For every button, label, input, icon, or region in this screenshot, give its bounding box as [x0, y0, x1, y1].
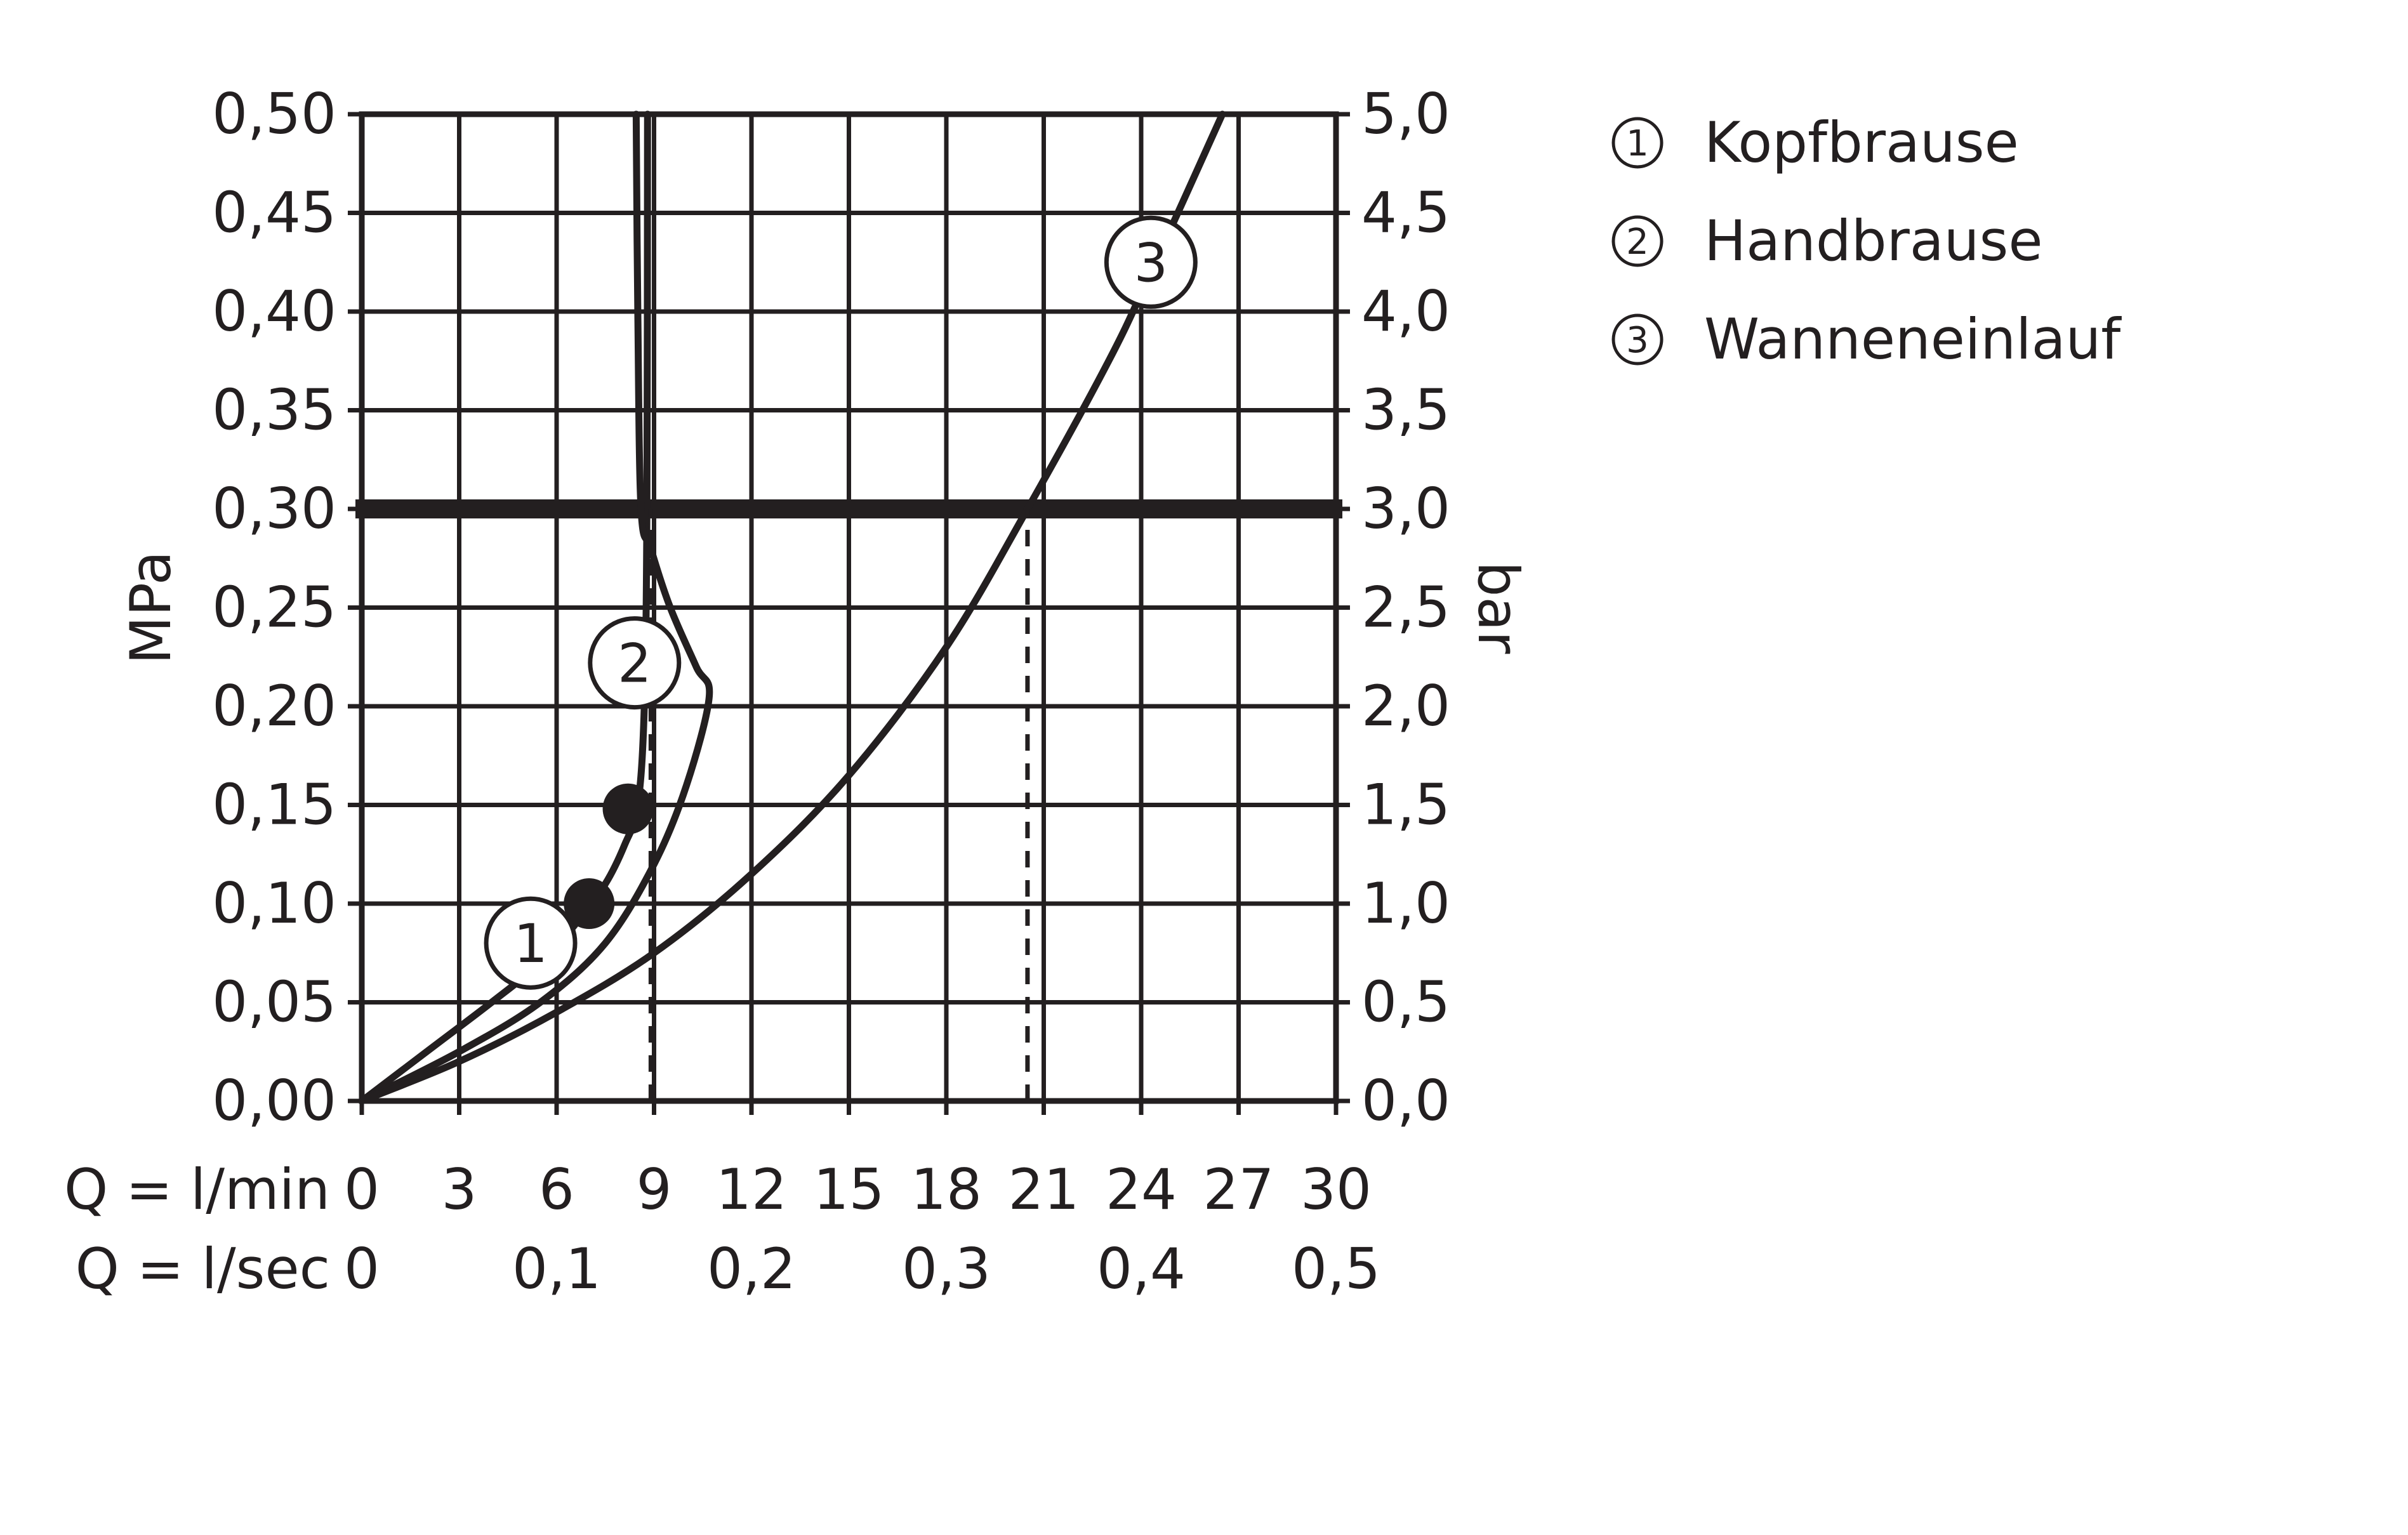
y-right-tick-label: 3,5 [1361, 378, 1450, 443]
curve-label-circle-2 [588, 616, 682, 710]
y-right-tick-label: 5,0 [1361, 81, 1450, 147]
legend-marker-number-2: 2 [1626, 221, 1649, 263]
x-secondary-tick-label: 0,2 [707, 1236, 796, 1301]
tick-labels: 0,000,050,100,150,200,250,300,350,400,45… [64, 81, 1531, 1301]
y-left-axis-title: MPa [118, 551, 183, 664]
y-right-tick-label: 1,5 [1361, 772, 1450, 838]
curve-label-circle-3 [1104, 215, 1198, 309]
legend-label-2: Handbrause [1704, 208, 2042, 273]
y-right-tick-label: 2,5 [1361, 575, 1450, 640]
y-left-tick-label: 0,05 [212, 970, 336, 1035]
y-right-tick-label: 4,5 [1361, 180, 1450, 246]
y-left-tick-label: 0,00 [212, 1068, 336, 1133]
filled-marker [564, 878, 615, 929]
legend-marker-2 [1611, 215, 1664, 267]
x-primary-tick-label: 24 [1106, 1157, 1177, 1222]
y-left-tick-label: 0,25 [212, 575, 336, 640]
curves [358, 110, 1226, 1105]
x-primary-tick-label: 6 [539, 1157, 574, 1222]
legend: 1 Kopfbrause 2 Handbrause 3 Wanneneinlauf [1611, 110, 2122, 372]
axes [348, 111, 1350, 1115]
y-right-tick-label: 0,5 [1361, 970, 1450, 1035]
y-right-tick-label: 0,0 [1361, 1068, 1450, 1133]
legend-marker-1 [1611, 117, 1664, 169]
y-right-tick-label: 1,0 [1361, 871, 1450, 936]
x-secondary-tick-label: 0,1 [512, 1236, 601, 1301]
x-primary-tick-label: 27 [1203, 1157, 1274, 1222]
y-right-tick-label: 2,0 [1361, 673, 1450, 739]
x-secondary-tick-label: 0 [344, 1236, 380, 1301]
legend-marker-3 [1611, 313, 1664, 366]
y-right-tick-label: 3,0 [1361, 476, 1450, 541]
curve-labels: 1 2 3 [484, 215, 1198, 990]
series-line-2 [358, 110, 713, 1105]
curve-label-3: 3 [1134, 232, 1168, 294]
x-secondary-axis-title: Q = l/sec [76, 1236, 330, 1301]
y-left-tick-label: 0,35 [212, 378, 336, 443]
curve-label-2: 2 [618, 633, 651, 695]
y-left-tick-label: 0,45 [212, 180, 336, 246]
y-left-tick-label: 0,10 [212, 871, 336, 936]
curve-label-1: 1 [513, 912, 547, 975]
x-primary-tick-label: 9 [637, 1157, 672, 1222]
y-right-tick-label: 4,0 [1361, 279, 1450, 344]
legend-label-1: Kopfbrause [1704, 110, 2019, 175]
filled-markers [564, 783, 654, 929]
series-line-3 [358, 110, 1226, 1105]
x-primary-axis-title: Q = l/min [64, 1157, 330, 1222]
y-right-axis-title: bar [1465, 562, 1531, 655]
y-left-tick-label: 0,20 [212, 673, 336, 739]
legend-marker-number-3: 3 [1626, 320, 1649, 361]
x-secondary-tick-label: 0,3 [902, 1236, 991, 1301]
x-secondary-tick-label: 0,4 [1097, 1236, 1186, 1301]
x-primary-tick-label: 12 [716, 1157, 787, 1222]
x-primary-tick-label: 3 [442, 1157, 477, 1222]
filled-marker [602, 783, 654, 834]
series-line-1 [358, 110, 651, 1105]
x-secondary-tick-label: 0,5 [1292, 1236, 1380, 1301]
legend-marker-number-1: 1 [1626, 123, 1649, 164]
x-primary-tick-label: 15 [814, 1157, 885, 1222]
curve-label-circle-1 [484, 896, 578, 990]
x-primary-tick-label: 30 [1300, 1157, 1372, 1222]
y-left-tick-label: 0,30 [212, 476, 336, 541]
y-left-tick-label: 0,40 [212, 279, 336, 344]
y-left-tick-label: 0,15 [212, 772, 336, 838]
x-primary-tick-label: 21 [1009, 1157, 1080, 1222]
x-primary-tick-label: 18 [911, 1157, 982, 1222]
legend-label-3: Wanneneinlauf [1704, 306, 2122, 372]
x-primary-tick-label: 0 [344, 1157, 380, 1222]
y-left-tick-label: 0,50 [212, 81, 336, 147]
